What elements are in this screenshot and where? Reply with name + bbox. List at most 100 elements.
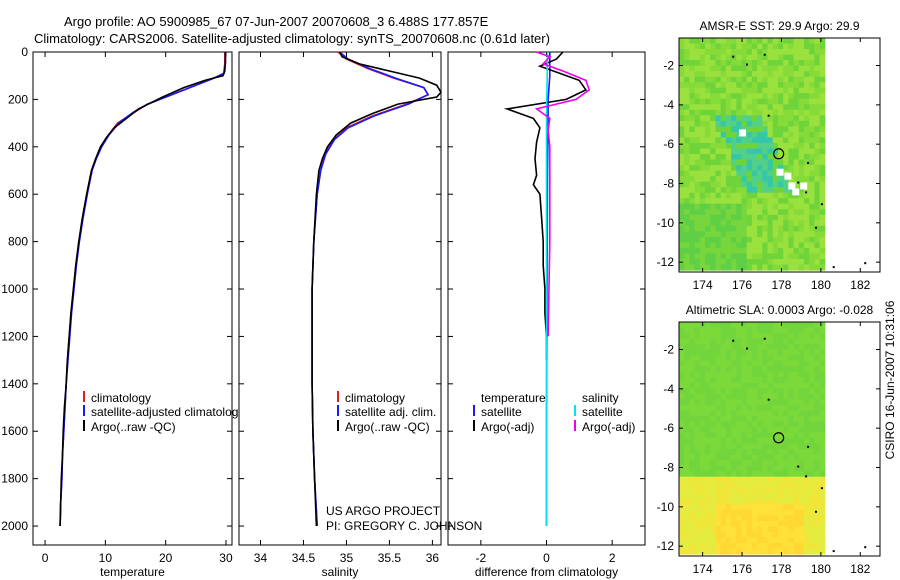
map-cell bbox=[725, 76, 732, 83]
map-cell bbox=[814, 360, 821, 367]
map-cell bbox=[731, 333, 737, 340]
map-cell bbox=[689, 415, 696, 422]
map-cell bbox=[778, 531, 784, 538]
map-cell bbox=[772, 454, 779, 461]
map-cell bbox=[772, 165, 779, 172]
map-cell bbox=[720, 60, 727, 67]
map-cell bbox=[772, 382, 779, 389]
map-cell bbox=[705, 487, 711, 494]
map-cell bbox=[741, 38, 748, 45]
map-cell bbox=[715, 176, 722, 183]
map-cell bbox=[715, 38, 722, 45]
map-cell bbox=[767, 159, 774, 166]
map-cell bbox=[793, 93, 800, 100]
map-cell bbox=[731, 209, 737, 216]
map-cell bbox=[725, 203, 732, 210]
map-cell bbox=[684, 493, 690, 500]
map-cell bbox=[710, 322, 716, 329]
legend-diff-sal-satellite-label: satellite bbox=[582, 405, 623, 419]
map-cell bbox=[715, 236, 722, 243]
sst_map-ytick-label: -8 bbox=[663, 177, 674, 191]
map-cell bbox=[715, 54, 722, 61]
map-cell bbox=[715, 82, 722, 89]
map-cell bbox=[788, 460, 795, 467]
map-cell bbox=[705, 454, 711, 461]
land-mask-cell bbox=[788, 182, 796, 190]
map-cell bbox=[757, 220, 763, 227]
map-cell bbox=[689, 60, 696, 67]
map-cell bbox=[720, 253, 727, 260]
map-cell bbox=[793, 327, 800, 334]
map-cell bbox=[741, 148, 748, 155]
map-cell bbox=[772, 360, 779, 367]
map-cell bbox=[783, 443, 789, 450]
map-cell bbox=[746, 220, 753, 227]
map-cell bbox=[772, 38, 779, 45]
map-cell bbox=[814, 126, 821, 133]
map-cell bbox=[783, 253, 789, 260]
map-cell bbox=[689, 148, 696, 155]
map-cell bbox=[751, 393, 758, 400]
map-cell bbox=[736, 192, 743, 199]
sst_map-ytick-label: -12 bbox=[657, 255, 675, 269]
map-cell bbox=[783, 60, 789, 67]
map-cell bbox=[788, 225, 795, 232]
map-cell bbox=[778, 109, 784, 116]
map-cell bbox=[819, 54, 826, 61]
map-cell bbox=[783, 487, 789, 494]
map-cell bbox=[809, 498, 815, 505]
map-cell bbox=[741, 377, 748, 384]
map-cell bbox=[772, 214, 779, 221]
map-cell bbox=[694, 443, 701, 450]
salinity-xtick-label: 34.5 bbox=[292, 551, 316, 565]
map-cell bbox=[778, 404, 784, 411]
map-cell bbox=[705, 449, 711, 456]
temperature-axes-box bbox=[32, 51, 233, 546]
map-cell bbox=[699, 404, 706, 411]
map-cell bbox=[705, 115, 711, 122]
map-cell bbox=[705, 93, 711, 100]
map-cell bbox=[819, 181, 826, 188]
map-cell bbox=[778, 104, 784, 111]
map-cell bbox=[725, 482, 732, 489]
map-cell bbox=[715, 504, 722, 511]
map-cell bbox=[788, 120, 795, 127]
map-cell bbox=[793, 377, 800, 384]
map-cell bbox=[762, 82, 769, 89]
map-cell bbox=[751, 131, 758, 138]
map-cell bbox=[814, 543, 821, 550]
salinity-xtick-label: 36 bbox=[426, 551, 440, 565]
map-cell bbox=[720, 231, 727, 238]
map-cell bbox=[694, 98, 701, 105]
map-cell bbox=[715, 493, 722, 500]
map-cell bbox=[757, 104, 763, 111]
map-cell bbox=[804, 355, 810, 362]
map-cell bbox=[809, 393, 815, 400]
map-cell bbox=[762, 399, 769, 406]
map-cell bbox=[798, 338, 805, 345]
map-cell bbox=[798, 165, 805, 172]
map-cell bbox=[746, 443, 753, 450]
map-cell bbox=[767, 60, 774, 67]
island-dot bbox=[820, 487, 823, 490]
map-cell bbox=[788, 187, 795, 194]
map-cell bbox=[705, 242, 711, 249]
map-cell bbox=[798, 344, 805, 351]
map-cell bbox=[725, 126, 732, 133]
map-cell bbox=[710, 231, 716, 238]
sla_map-ytick-label: -2 bbox=[663, 343, 674, 357]
map-cell bbox=[731, 65, 737, 72]
map-cell bbox=[809, 38, 815, 45]
map-cell bbox=[725, 131, 732, 138]
map-cell bbox=[757, 432, 763, 439]
map-cell bbox=[746, 355, 753, 362]
map-cell bbox=[757, 382, 763, 389]
map-cell bbox=[751, 504, 758, 511]
map-cell bbox=[720, 531, 727, 538]
map-cell bbox=[767, 543, 774, 550]
map-cell bbox=[699, 520, 706, 527]
map-cell bbox=[720, 181, 727, 188]
temperature-panel: 0 10 20 30020040060080010001200140016001800… bbox=[1, 45, 244, 579]
map-cell bbox=[699, 126, 706, 133]
island-dot bbox=[746, 347, 748, 350]
